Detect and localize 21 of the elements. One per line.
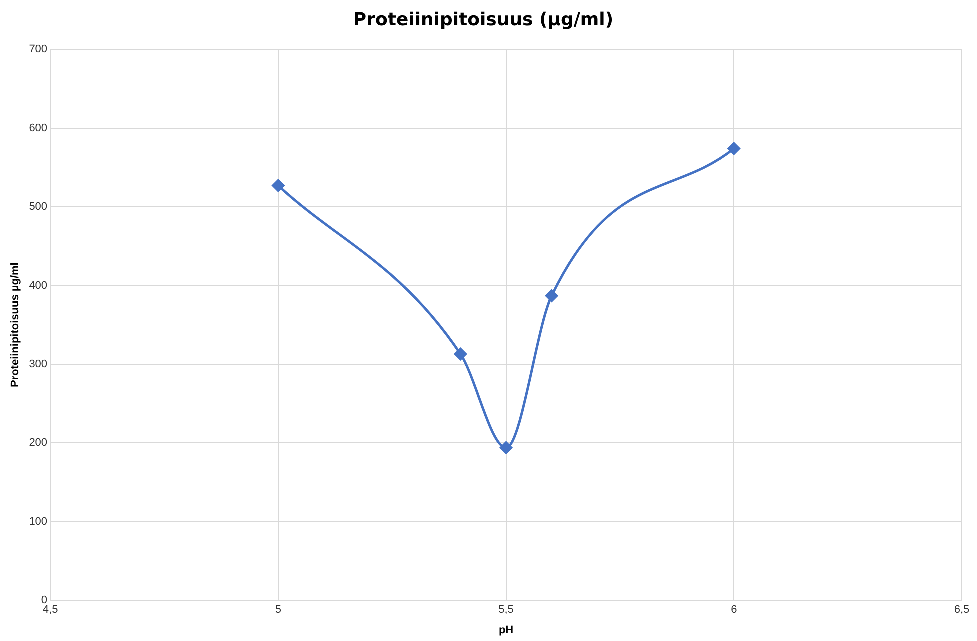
x-tick-label: 6 [731, 604, 738, 616]
y-tick-label: 600 [29, 122, 48, 134]
point [272, 180, 285, 192]
point [500, 442, 513, 454]
point [454, 348, 467, 360]
y-tick-label: 300 [29, 358, 48, 370]
y-tick-label: 100 [29, 516, 48, 528]
point [728, 142, 740, 156]
x-tick-label: 5 [275, 604, 282, 616]
point [546, 290, 558, 302]
y-tick-label: 0 [41, 594, 48, 607]
y-tick-label: 200 [29, 437, 48, 450]
x-axis-title: pH [498, 624, 514, 636]
y-axis-title: Proteiinipitoisuus µg/ml [10, 262, 22, 388]
y-tick-label: 700 [29, 44, 48, 56]
y-tick-label: 400 [29, 280, 48, 292]
x-tick-label: 6,5 [954, 604, 970, 616]
x-tick-label: 4,5 [42, 604, 58, 616]
y-tick-label: 500 [29, 201, 48, 214]
chart-title: Proteiinipitoisuus (µg/ml) [353, 9, 614, 30]
x-tick-label: 5,5 [498, 604, 514, 616]
